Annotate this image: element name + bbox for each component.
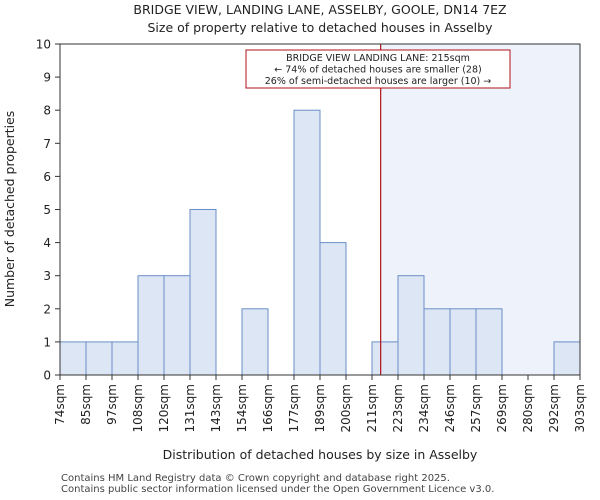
y-tick-label: 7 xyxy=(43,137,51,151)
y-ticks-layer: 0 1 2 3 4 5 6 7 8 9 10 xyxy=(36,38,60,383)
y-tick-label: 0 xyxy=(43,369,51,383)
x-tick-label: 303sqm xyxy=(573,384,587,432)
bar xyxy=(319,242,347,376)
x-tick-label: 189sqm xyxy=(313,384,327,432)
x-tick-label: 246sqm xyxy=(443,384,457,432)
bar xyxy=(423,308,451,376)
bars-layer xyxy=(59,109,581,376)
bar xyxy=(163,275,191,376)
x-tick-label: 166sqm xyxy=(261,384,275,432)
annotation-line-1: BRIDGE VIEW LANDING LANE: 215sqm xyxy=(286,53,470,64)
annotation-box xyxy=(245,49,511,89)
bar xyxy=(59,341,87,376)
chart-title: BRIDGE VIEW, LANDING LANE, ASSELBY, GOOL… xyxy=(133,2,506,17)
y-tick-label: 10 xyxy=(36,38,51,52)
x-tick-label: 120sqm xyxy=(157,384,171,432)
x-tick-label: 108sqm xyxy=(131,384,145,432)
y-tick-label: 8 xyxy=(43,104,51,118)
annotation-line-3: 26% of semi-detached houses are larger (… xyxy=(265,76,492,87)
bar xyxy=(189,209,217,376)
x-tick-label: 154sqm xyxy=(235,384,249,432)
footer-line-2: Contains public sector information licen… xyxy=(61,484,495,495)
x-tick-label: 131sqm xyxy=(183,384,197,432)
footer-line-1: Contains HM Land Registry data © Crown c… xyxy=(61,473,450,484)
footer-attribution: Contains HM Land Registry data © Crown c… xyxy=(61,473,494,495)
x-tick-label: 223sqm xyxy=(391,384,405,432)
x-tick-label: 280sqm xyxy=(521,384,535,432)
y-tick-label: 3 xyxy=(43,269,51,283)
x-tick-label: 200sqm xyxy=(339,384,353,432)
bar xyxy=(241,308,269,376)
x-tick-label: 143sqm xyxy=(209,384,223,432)
bar xyxy=(553,341,581,376)
y-axis-label: Number of detached properties xyxy=(2,111,17,308)
x-tick-label: 292sqm xyxy=(547,384,561,432)
chart-subtitle: Size of property relative to detached ho… xyxy=(148,20,494,35)
y-tick-label: 6 xyxy=(43,170,51,184)
x-axis-label: Distribution of detached houses by size … xyxy=(163,447,478,462)
y-tick-label: 5 xyxy=(43,203,51,217)
x-ticks-layer: 74sqm 85sqm 97sqm 108sqm 120sqm 131sqm 143sqm 1… xyxy=(53,375,587,432)
x-tick-label: 269sqm xyxy=(495,384,509,432)
bar xyxy=(475,308,503,376)
x-tick-label: 257sqm xyxy=(469,384,483,432)
x-tick-label: 234sqm xyxy=(417,384,431,432)
x-tick-label: 177sqm xyxy=(287,384,301,432)
y-tick-label: 9 xyxy=(43,71,51,85)
y-tick-label: 1 xyxy=(43,335,51,349)
annotation-line-2: ← 74% of detached houses are smaller (28… xyxy=(274,65,481,76)
bar xyxy=(449,308,477,376)
y-tick-label: 4 xyxy=(43,236,51,250)
x-tick-label: 211sqm xyxy=(365,384,379,432)
x-tick-label: 85sqm xyxy=(79,384,93,425)
x-tick-label: 97sqm xyxy=(105,384,119,425)
bar xyxy=(111,341,139,376)
bar xyxy=(85,341,113,376)
y-tick-label: 2 xyxy=(43,302,51,316)
bar xyxy=(137,275,165,376)
bar xyxy=(371,341,399,376)
bar xyxy=(397,275,425,376)
bar xyxy=(293,109,321,376)
marker-layer: BRIDGE VIEW LANDING LANE: 215sqm← 74% of… xyxy=(245,44,511,375)
x-tick-label: 74sqm xyxy=(53,384,67,425)
histogram-chart: BRIDGE VIEW, LANDING LANE, ASSELBY, GOOL… xyxy=(2,2,587,462)
